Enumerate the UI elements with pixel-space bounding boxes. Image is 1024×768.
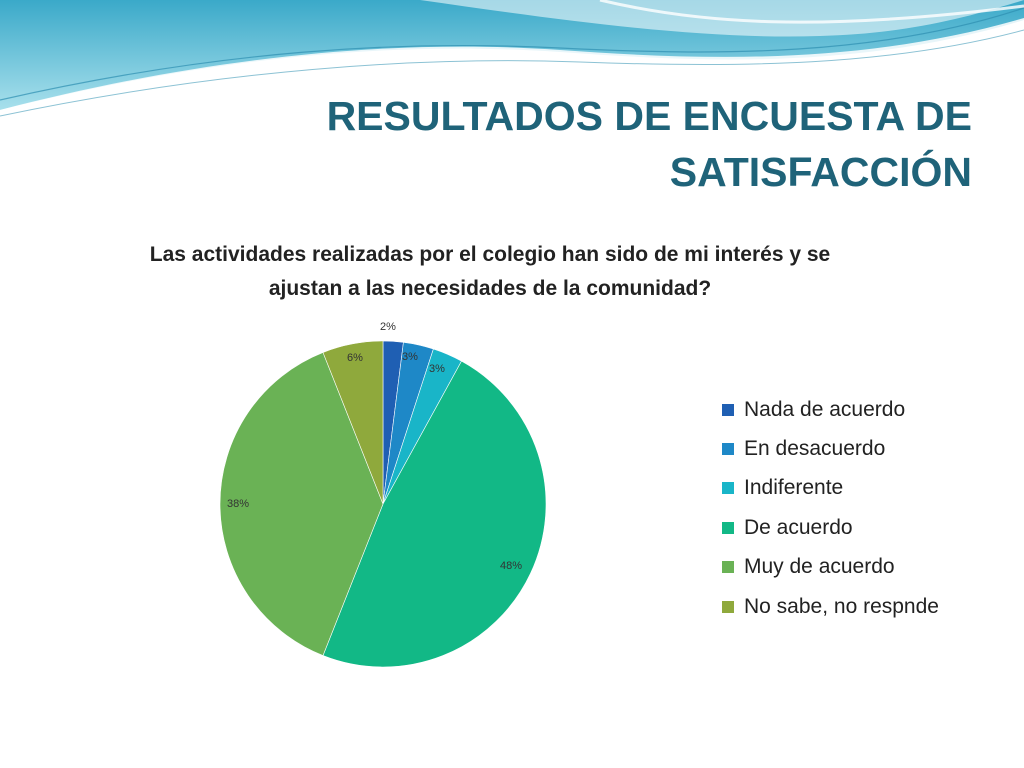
data-label: 6%	[347, 352, 363, 364]
pie-slice-no-sabe-no-respnde	[322, 340, 384, 505]
slide-title: RESULTADOS DE ENCUESTA DE SATISFACCIÓN	[326, 93, 972, 195]
legend-label: No sabe, no respnde	[744, 594, 939, 618]
legend-swatch	[722, 403, 734, 416]
legend-item: En desacuerdo	[722, 429, 939, 468]
data-label: 3%	[402, 351, 418, 363]
legend-swatch	[722, 561, 734, 574]
legend-label: De acuerdo	[744, 515, 853, 539]
chart-title: Las actividades realizadas por el colegi…	[149, 243, 831, 300]
legend-label: Nada de acuerdo	[744, 397, 906, 421]
legend-swatch	[722, 600, 734, 613]
legend-item: De acuerdo	[722, 508, 939, 547]
legend-item: Indiferente	[722, 469, 939, 508]
legend-item: No sabe, no respnde	[722, 587, 939, 626]
pie-slice-de-acuerdo	[322, 360, 547, 668]
data-label: 48%	[500, 560, 522, 572]
legend-item: Muy de acuerdo	[722, 548, 939, 587]
legend-swatch	[722, 443, 734, 456]
chart-legend: Nada de acuerdo En desacuerdo Indiferente D…	[722, 390, 939, 626]
legend-item: Nada de acuerdo	[722, 390, 939, 429]
data-label: 3%	[429, 363, 445, 375]
legend-label: Indiferente	[744, 476, 844, 500]
data-label: 38%	[227, 498, 249, 510]
legend-label: Muy de acuerdo	[744, 555, 895, 579]
legend-swatch	[722, 482, 734, 495]
legend-label: En desacuerdo	[744, 437, 886, 461]
pie-slice-muy-de-acuerdo	[219, 352, 384, 656]
legend-swatch	[722, 521, 734, 534]
header-waves-decoration	[0, 0, 1024, 118]
data-label: 2%	[380, 321, 396, 333]
